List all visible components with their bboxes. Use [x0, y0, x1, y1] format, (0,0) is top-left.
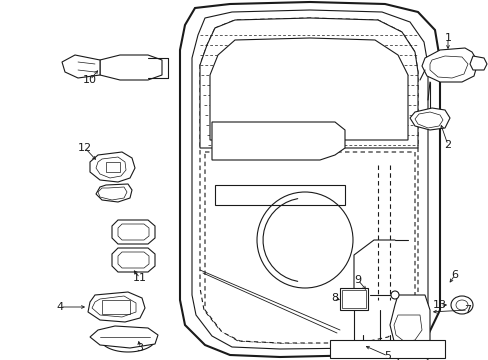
Text: 1: 1: [444, 33, 450, 43]
Text: 3: 3: [136, 343, 143, 353]
Polygon shape: [88, 292, 145, 322]
Polygon shape: [200, 18, 417, 148]
Text: 6: 6: [450, 270, 458, 280]
Polygon shape: [215, 185, 345, 205]
Ellipse shape: [450, 296, 472, 314]
Polygon shape: [180, 2, 439, 357]
Polygon shape: [96, 184, 132, 202]
Polygon shape: [209, 38, 407, 140]
Bar: [329, 340, 444, 358]
Bar: [339, 288, 367, 310]
Bar: [102, 300, 130, 314]
Polygon shape: [421, 48, 477, 82]
Polygon shape: [112, 248, 155, 272]
Polygon shape: [62, 55, 100, 78]
Polygon shape: [112, 220, 155, 244]
Text: 5: 5: [384, 351, 391, 360]
Text: 2: 2: [444, 140, 450, 150]
Text: 7: 7: [464, 305, 470, 315]
Polygon shape: [100, 55, 162, 80]
Polygon shape: [469, 56, 486, 70]
Bar: [106, 162, 120, 172]
Bar: [341, 290, 365, 308]
Text: 9: 9: [354, 275, 361, 285]
Polygon shape: [212, 122, 345, 160]
Text: 8: 8: [331, 293, 338, 303]
Text: 12: 12: [78, 143, 92, 153]
Polygon shape: [90, 326, 158, 348]
Text: 13: 13: [432, 300, 446, 310]
Polygon shape: [90, 152, 135, 182]
Text: 4: 4: [56, 302, 63, 312]
Polygon shape: [409, 108, 449, 130]
Polygon shape: [204, 152, 414, 343]
Text: 11: 11: [133, 273, 147, 283]
Circle shape: [390, 291, 398, 299]
Text: 10: 10: [83, 75, 97, 85]
Polygon shape: [389, 295, 429, 355]
Polygon shape: [397, 345, 427, 360]
